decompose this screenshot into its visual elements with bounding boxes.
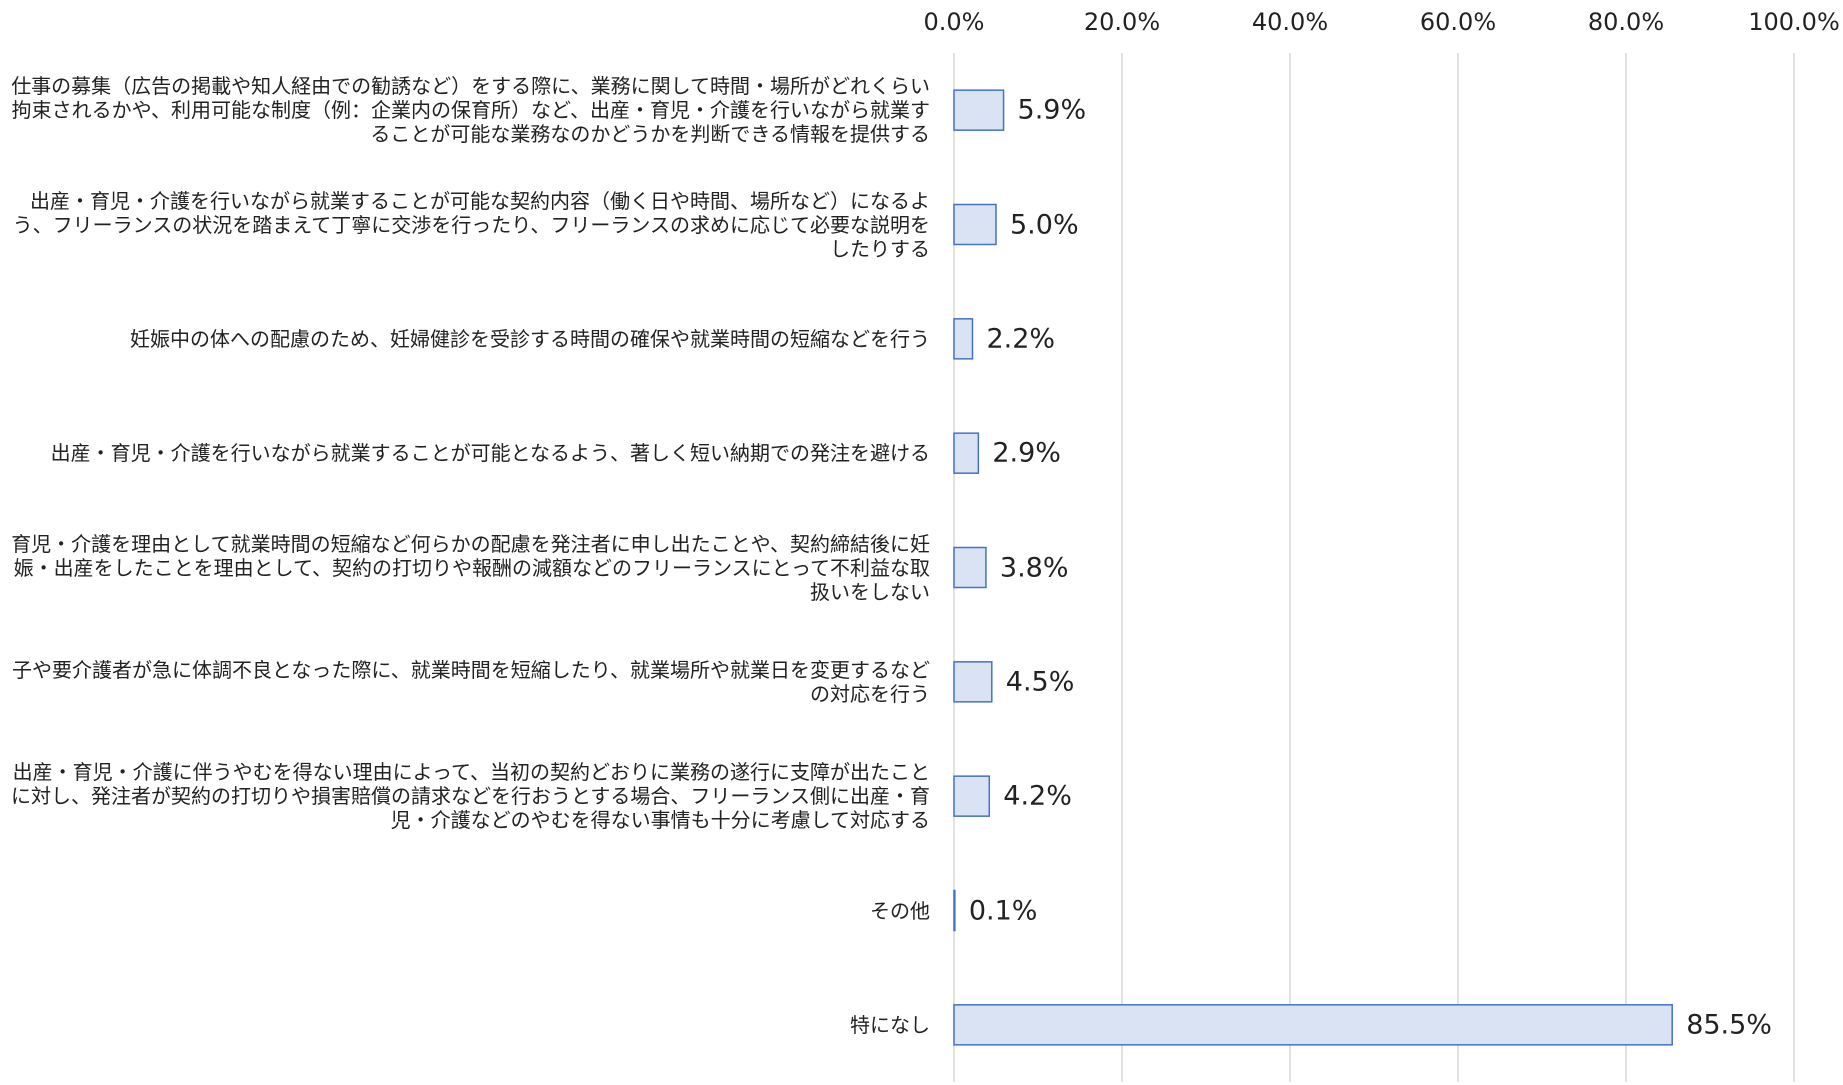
x-tick-label: 40.0% bbox=[1251, 8, 1329, 36]
category-label: 特になし bbox=[850, 1012, 930, 1037]
value-label: 5.9% bbox=[1017, 94, 1087, 126]
x-tick-label: 60.0% bbox=[1419, 8, 1497, 36]
value-label: 4.2% bbox=[1003, 780, 1072, 812]
category-label: 出産・育児・介護に伴うやむを得ない理由によって、当初の契約どおりに業務の遂行に支… bbox=[11, 760, 930, 833]
x-tick-label: 100.0% bbox=[1748, 8, 1840, 36]
category-label: その他 bbox=[870, 898, 930, 923]
value-label: 4.5% bbox=[1005, 666, 1075, 698]
value-label: 85.5% bbox=[1686, 1009, 1772, 1041]
value-label: 5.0% bbox=[1010, 209, 1079, 240]
x-tick-label: 0.0% bbox=[923, 8, 985, 36]
bar bbox=[953, 89, 1005, 131]
bar bbox=[953, 432, 980, 474]
bar bbox=[953, 889, 956, 932]
category-label: 出産・育児・介護を行いながら就業することが可能な契約内容（働く日や時間、場所など… bbox=[12, 188, 930, 261]
category-label: 妊娠中の体への配慮のため、妊婦健診を受診する時間の確保や就業時間の短縮などを行う bbox=[130, 326, 930, 351]
bar bbox=[953, 203, 997, 246]
value-label: 3.8% bbox=[999, 552, 1069, 583]
category-label: 育児・介護を理由として就業時間の短縮など何らかの配慮を発注者に申し出たことや、契… bbox=[11, 531, 930, 604]
bar bbox=[953, 775, 991, 817]
bar bbox=[953, 1004, 1673, 1046]
value-label: 0.1% bbox=[968, 895, 1038, 926]
x-tick-label: 80.0% bbox=[1587, 8, 1665, 36]
category-label: 子や要介護者が急に体調不良となった際に、就業時間を短縮したり、就業場所や就業日を… bbox=[12, 657, 930, 706]
value-label: 2.9% bbox=[992, 437, 1061, 469]
category-label: 出産・育児・介護を行いながら就業することが可能となるよう、著しく短い納期での発注… bbox=[50, 441, 930, 466]
bar bbox=[953, 661, 993, 703]
x-tick-label: 20.0% bbox=[1083, 8, 1161, 36]
bar bbox=[953, 318, 974, 360]
category-label: 仕事の募集（広告の掲載や知人経由での勧誘など）をする際に、業務に関して時間・場所… bbox=[11, 74, 930, 147]
bar bbox=[953, 546, 987, 589]
value-label: 2.2% bbox=[986, 323, 1056, 355]
